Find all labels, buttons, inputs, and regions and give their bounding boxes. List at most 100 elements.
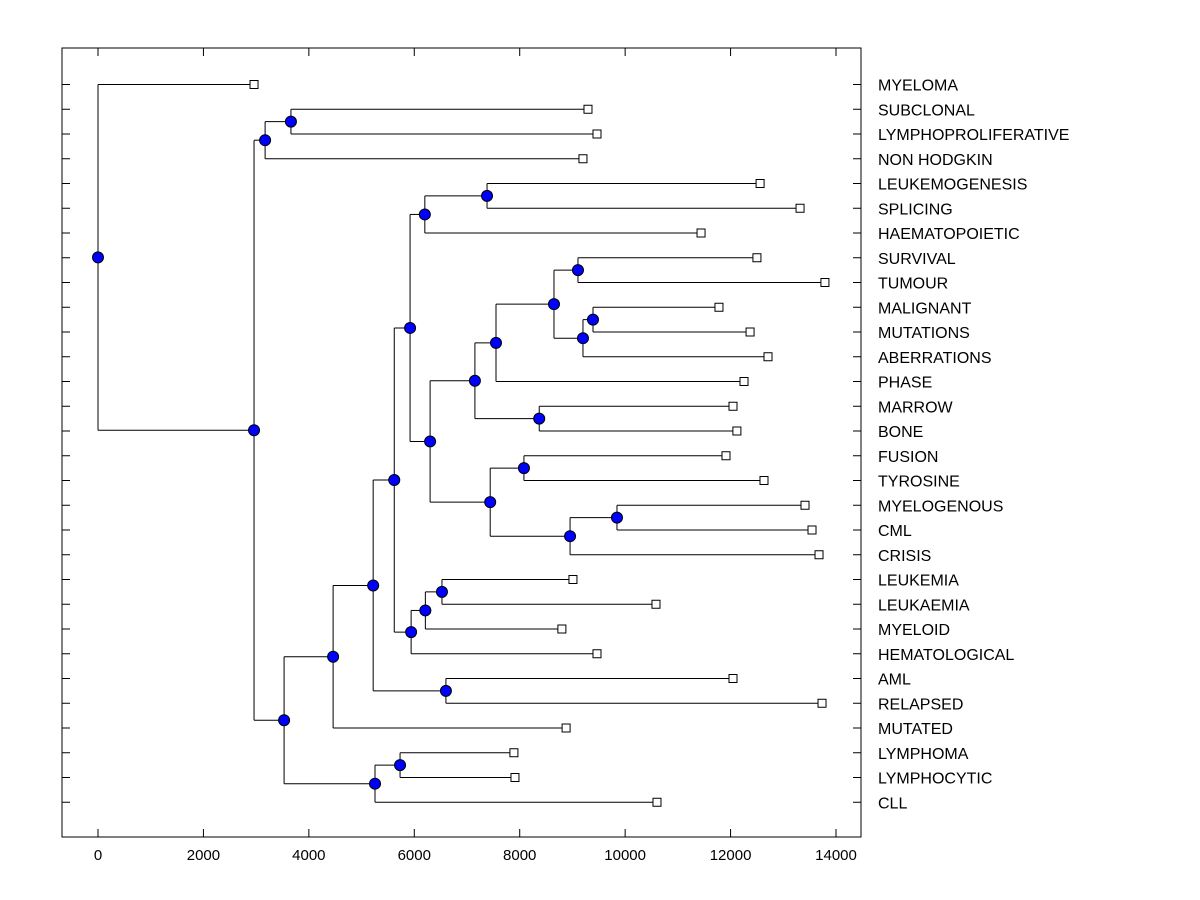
leaf-marker (561, 723, 571, 733)
leaf-label: SURVIVAL (878, 251, 956, 268)
cluster-node (367, 579, 380, 592)
x-tick-label: 2000 (187, 847, 220, 864)
leaf-label: LEUKAEMIA (878, 597, 970, 614)
x-tick-label: 14000 (815, 847, 857, 864)
leaf-marker (728, 674, 738, 683)
leaf-marker (752, 253, 762, 263)
leaf-marker (732, 426, 742, 436)
leaf-marker (755, 179, 765, 188)
leaf-marker (739, 377, 749, 386)
cluster-node (439, 684, 452, 697)
leaf-label: CLL (878, 795, 907, 812)
x-tick-label: 10000 (604, 847, 646, 864)
leaf-label: MUTATED (878, 721, 953, 738)
leaf-label: BONE (878, 424, 923, 441)
leaf-label: LEUKEMIA (878, 573, 959, 590)
cluster-node (259, 134, 272, 147)
leaf-label: AML (878, 672, 911, 689)
cluster-node (468, 374, 481, 387)
leaf-label: PHASE (878, 375, 932, 392)
leaf-label: SUBCLONAL (878, 102, 975, 119)
cluster-node (284, 115, 297, 128)
leaf-label: CRISIS (878, 548, 931, 565)
cluster-node (424, 435, 437, 448)
leaf-label: MALIGNANT (878, 300, 972, 317)
leaf-label: MYELOMA (878, 78, 958, 95)
cluster-node (481, 189, 494, 202)
leaf-label: HAEMATOPOIETIC (878, 226, 1020, 243)
cluster-node (571, 264, 584, 277)
leaf-label: MYELOGENOUS (878, 498, 1003, 515)
leaf-marker (763, 352, 773, 362)
cluster-node (419, 604, 432, 617)
x-tick-label: 8000 (503, 847, 536, 864)
leaf-label: LYMPHOMA (878, 746, 969, 763)
cluster-node (533, 412, 546, 425)
leaf-marker (249, 80, 259, 89)
x-tick-label: 12000 (710, 847, 752, 864)
cluster-node (435, 585, 448, 598)
leaf-label: NON HODGKIN (878, 152, 993, 169)
leaf-label: TYROSINE (878, 474, 960, 491)
leaf-marker (800, 500, 810, 510)
leaf-label: LYMPHOCYTIC (878, 771, 992, 788)
leaf-label: ABERRATIONS (878, 350, 992, 367)
x-tick-label: 4000 (292, 847, 325, 864)
leaf-marker (510, 773, 520, 782)
leaf-marker (814, 550, 824, 560)
cluster-node (484, 496, 497, 509)
leaf-markers (249, 80, 830, 807)
x-tick-label: 0 (94, 847, 102, 864)
leaf-label: LEUKEMOGENESIS (878, 177, 1027, 194)
plot-frame (61, 47, 862, 838)
leaf-marker (807, 525, 817, 535)
cluster-node (418, 208, 431, 221)
node-markers (92, 115, 623, 790)
leaf-marker (592, 129, 602, 139)
leaf-marker (759, 476, 769, 485)
leaf-marker (578, 154, 588, 164)
leaf-label: TUMOUR (878, 276, 948, 293)
y-axis-ticks (62, 84, 861, 803)
cluster-node (517, 462, 530, 475)
leaf-label: RELAPSED (878, 696, 963, 713)
leaf-marker (745, 327, 755, 337)
cluster-node (564, 530, 577, 543)
leaf-marker (652, 797, 662, 807)
leaf-marker (820, 278, 830, 287)
leaf-marker (728, 401, 738, 411)
cluster-node (610, 511, 623, 524)
x-axis-ticks: 0 2000 4000 6000 8000 10000 12000 14000 (94, 48, 857, 864)
leaf-marker (557, 624, 567, 634)
leaf-marker (696, 228, 706, 238)
cluster-node (278, 714, 291, 727)
leaf-label: FUSION (878, 449, 938, 466)
leaf-label: LYMPHOPROLIFERATIVE (878, 127, 1069, 144)
leaf-label: MUTATIONS (878, 325, 970, 342)
leaf-marker (583, 104, 593, 114)
cluster-node (489, 336, 502, 349)
leaf-labels: MYELOMA SUBCLONAL LYMPHOPROLIFERATIVE NON H… (878, 78, 1069, 813)
leaf-marker (795, 203, 805, 213)
leaf-marker (817, 698, 827, 708)
leaf-label: SPLICING (878, 201, 953, 218)
cluster-node (327, 650, 340, 663)
cluster-node (369, 777, 382, 790)
leaf-marker (651, 599, 661, 609)
leaf-label: MYELOID (878, 622, 950, 639)
cluster-node (405, 626, 418, 639)
leaf-marker (568, 575, 578, 584)
leaf-marker (509, 748, 519, 758)
leaf-marker (714, 302, 724, 312)
cluster-node (586, 313, 599, 326)
cluster-node (92, 251, 104, 264)
leaf-label: CML (878, 523, 912, 540)
cluster-node (576, 332, 589, 345)
cluster-node (547, 298, 560, 311)
leaf-marker (721, 451, 731, 461)
cluster-node (248, 424, 261, 437)
leaf-marker (592, 649, 602, 659)
x-tick-label: 6000 (398, 847, 431, 864)
cluster-node (404, 321, 417, 334)
